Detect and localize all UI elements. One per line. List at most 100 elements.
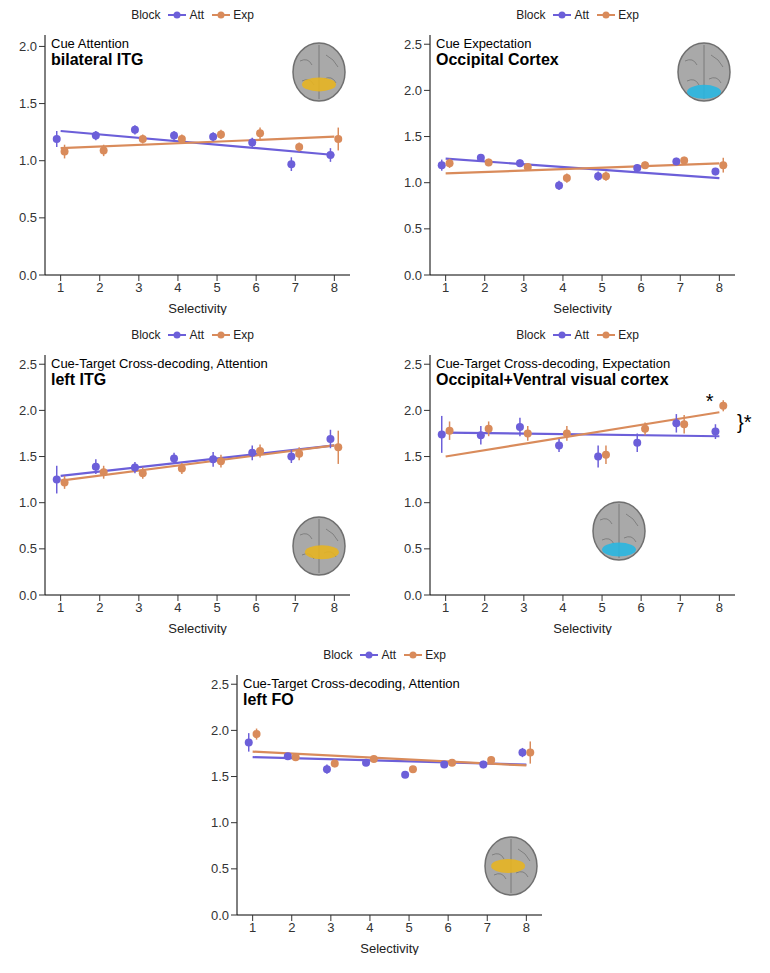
svg-text:1.0: 1.0 (404, 175, 422, 190)
svg-text:2.5: 2.5 (404, 357, 422, 372)
svg-text:8: 8 (716, 280, 723, 295)
html-text:Att: Att (574, 8, 590, 22)
svg-text:4: 4 (174, 600, 181, 615)
svg-text:8: 8 (716, 600, 723, 615)
svg-text:7: 7 (292, 280, 299, 295)
svg-text:5: 5 (405, 920, 412, 935)
svg-text:2: 2 (481, 280, 488, 295)
html-text:Block: Block (131, 328, 161, 342)
html-text:Occipital Cortex: Occipital Cortex (436, 51, 559, 69)
svg-text:Selectivity: Selectivity (360, 941, 419, 955)
html-text:Att: Att (189, 8, 205, 22)
svg-text:3: 3 (327, 920, 334, 935)
svg-text:Selectivity: Selectivity (553, 301, 612, 315)
svg-text:1.0: 1.0 (404, 495, 422, 510)
svg-text:0.0: 0.0 (211, 908, 229, 923)
svg-text:8: 8 (331, 280, 338, 295)
svg-text:7: 7 (484, 920, 491, 935)
svg-text:Selectivity: Selectivity (168, 301, 227, 315)
svg-text:3: 3 (135, 600, 142, 615)
svg-text:3: 3 (520, 280, 527, 295)
svg-text:2: 2 (96, 280, 103, 295)
svg-text:6: 6 (253, 600, 260, 615)
html-text:Att: Att (189, 328, 205, 342)
html-text:bilateral ITG: bilateral ITG (51, 51, 144, 69)
svg-text:1.5: 1.5 (19, 449, 37, 464)
svg-text:7: 7 (677, 280, 684, 295)
html-text:Exp: Exp (233, 328, 254, 342)
html-text:Block: Block (516, 8, 546, 22)
svg-text:1: 1 (442, 600, 449, 615)
svg-text:1: 1 (442, 280, 449, 295)
html-text:Block: Block (323, 648, 353, 662)
svg-text:0.5: 0.5 (211, 861, 229, 876)
svg-text:1.5: 1.5 (211, 769, 229, 784)
svg-text:6: 6 (638, 280, 645, 295)
svg-text:8: 8 (331, 600, 338, 615)
svg-text:6: 6 (253, 280, 260, 295)
svg-text:3: 3 (135, 280, 142, 295)
svg-text:7: 7 (292, 600, 299, 615)
svg-text:0.0: 0.0 (404, 268, 422, 283)
html-text:left ITG: left ITG (51, 371, 107, 389)
html-text:Cue Attention: Cue Attention (51, 36, 130, 51)
svg-text:2.0: 2.0 (404, 83, 422, 98)
svg-text:4: 4 (366, 920, 373, 935)
html-text:Cue Expectation: Cue Expectation (436, 36, 532, 51)
svg-text:0.0: 0.0 (19, 268, 37, 283)
html-text:left FO: left FO (243, 691, 294, 709)
svg-text:0.0: 0.0 (19, 588, 37, 603)
html-text:Att: Att (574, 328, 590, 342)
svg-text:2.0: 2.0 (19, 39, 37, 54)
svg-text:3: 3 (520, 600, 527, 615)
svg-text:4: 4 (174, 280, 181, 295)
svg-text:1.5: 1.5 (19, 96, 37, 111)
svg-text:2: 2 (288, 920, 295, 935)
html-text:Block: Block (516, 328, 546, 342)
svg-text:4: 4 (559, 600, 566, 615)
svg-text:2.0: 2.0 (404, 403, 422, 418)
html-text:Att: Att (381, 648, 397, 662)
html-text:Cue-Target Cross-decoding, Att: Cue-Target Cross-decoding, Attention (243, 676, 460, 691)
svg-text:5: 5 (213, 280, 220, 295)
svg-text:0.0: 0.0 (404, 588, 422, 603)
svg-text:8: 8 (523, 920, 530, 935)
html-text:Exp: Exp (618, 8, 639, 22)
html-text:Occipital+Ventral visual corte: Occipital+Ventral visual cortex (436, 371, 669, 389)
svg-text:2: 2 (96, 600, 103, 615)
svg-text:5: 5 (598, 600, 605, 615)
svg-text:1: 1 (57, 280, 64, 295)
svg-text:}*: }* (737, 411, 752, 433)
svg-text:0.5: 0.5 (19, 541, 37, 556)
svg-text:6: 6 (445, 920, 452, 935)
html-text:Cue-Target Cross-decoding, Att: Cue-Target Cross-decoding, Attention (51, 356, 268, 371)
svg-text:7: 7 (677, 600, 684, 615)
svg-text:1.0: 1.0 (19, 495, 37, 510)
html-text:Cue-Target Cross-decoding, Exp: Cue-Target Cross-decoding, Expectation (436, 356, 671, 371)
svg-text:2.0: 2.0 (211, 723, 229, 738)
svg-text:2: 2 (481, 600, 488, 615)
svg-text:2.0: 2.0 (19, 403, 37, 418)
svg-text:Selectivity: Selectivity (168, 621, 227, 635)
svg-text:1.0: 1.0 (211, 815, 229, 830)
svg-text:0.5: 0.5 (404, 541, 422, 556)
svg-text:2.5: 2.5 (404, 37, 422, 52)
svg-text:1.5: 1.5 (404, 449, 422, 464)
svg-text:2.5: 2.5 (19, 357, 37, 372)
svg-text:5: 5 (598, 280, 605, 295)
svg-text:1: 1 (249, 920, 256, 935)
svg-text:4: 4 (559, 280, 566, 295)
svg-text:1.0: 1.0 (19, 153, 37, 168)
svg-text:1: 1 (57, 600, 64, 615)
svg-text:5: 5 (213, 600, 220, 615)
svg-text:1.5: 1.5 (404, 129, 422, 144)
svg-text:0.5: 0.5 (19, 210, 37, 225)
html-text:Block: Block (131, 8, 161, 22)
svg-text:0.5: 0.5 (404, 221, 422, 236)
svg-text:2.5: 2.5 (211, 677, 229, 692)
svg-text:6: 6 (638, 600, 645, 615)
html-text:Exp: Exp (618, 328, 639, 342)
html-text:Exp: Exp (233, 8, 254, 22)
svg-text:Selectivity: Selectivity (553, 621, 612, 635)
svg-text:*: * (706, 390, 714, 412)
